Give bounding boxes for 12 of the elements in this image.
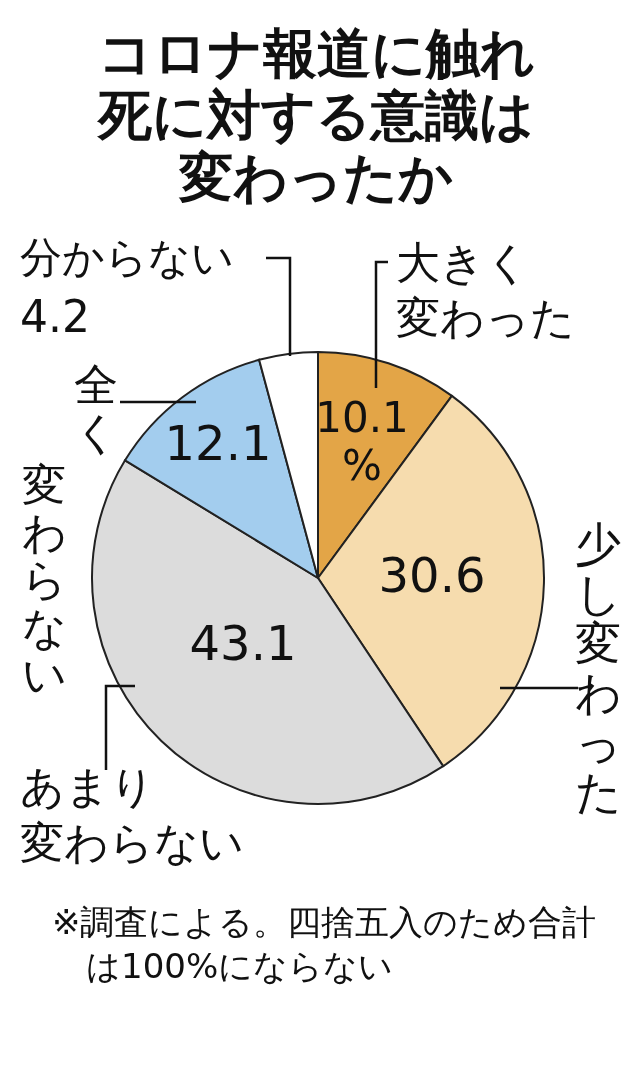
slice-label: 全く変わらない bbox=[21, 359, 119, 701]
slice-label: 少し変わった bbox=[574, 517, 622, 820]
text: ※調査による。四捨五入のため合計は100%にならない bbox=[52, 901, 598, 988]
slice-label: あまり変わらない bbox=[20, 761, 244, 868]
data-label: 30.6 bbox=[378, 547, 486, 603]
data-label: 4.2 bbox=[20, 291, 90, 342]
slice-label: 分からない bbox=[20, 233, 234, 282]
slice-label: 大きく変わった bbox=[396, 237, 575, 343]
data-label: 10.1% bbox=[315, 393, 409, 490]
data-label: 12.1 bbox=[164, 415, 272, 471]
data-label: 43.1 bbox=[189, 615, 297, 671]
chart-title: コロナ報道に触れ死に対する意識は変わったか bbox=[96, 22, 535, 209]
